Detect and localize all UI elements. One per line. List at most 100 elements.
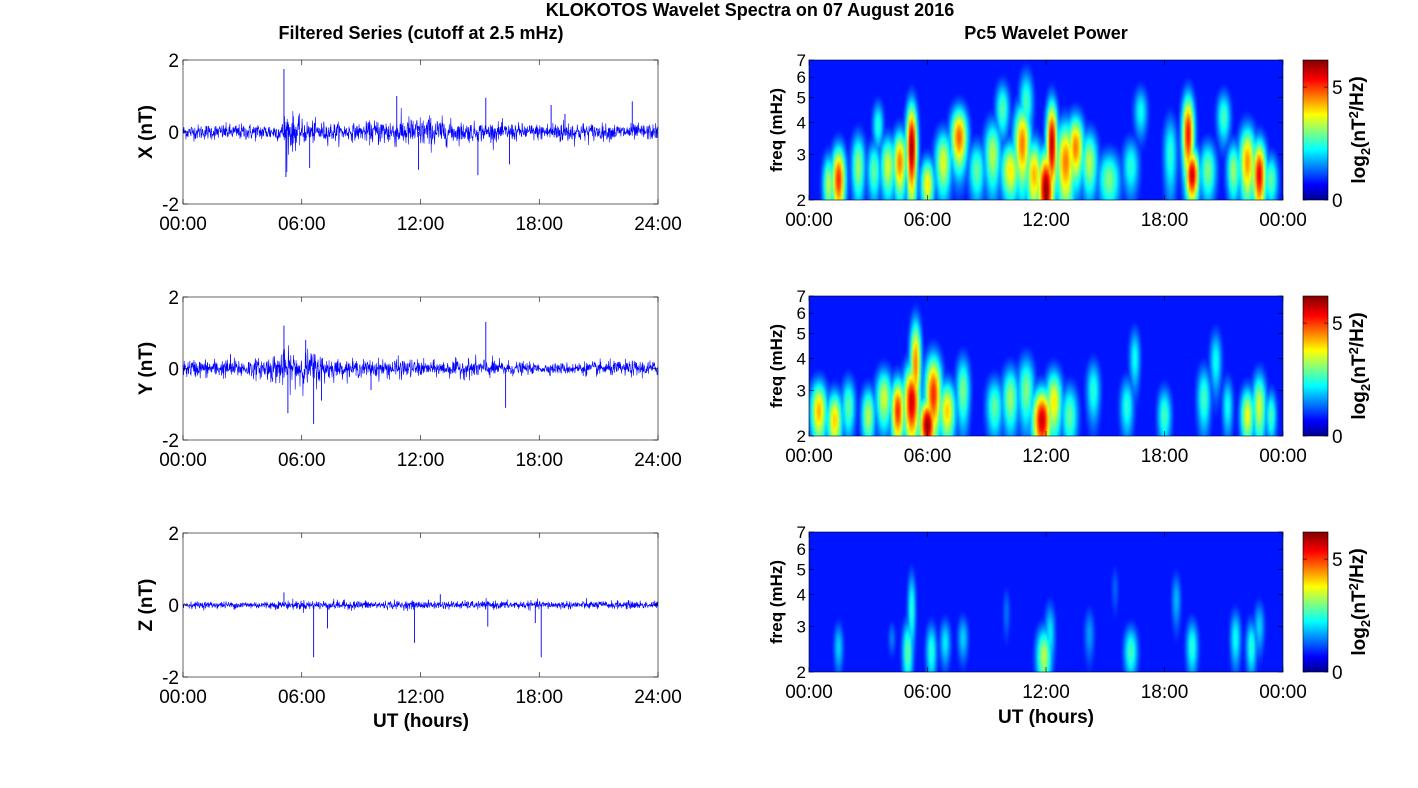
colorbar (1302, 59, 1329, 201)
y-tick-label: 2 (797, 663, 806, 682)
wavelet-power-image (809, 60, 1283, 200)
y-tick-label: 7 (797, 287, 806, 306)
colorbar-label: log2(nT2/Hz) (1346, 548, 1373, 655)
x-tick-label: 06:00 (904, 210, 952, 231)
colorbar-label-part: 2 (1346, 111, 1361, 118)
colorbar-label-part: 2 (1358, 620, 1373, 627)
y-axis-label: Y (nT) (136, 342, 157, 395)
y-tick-label: 3 (797, 382, 806, 401)
y-tick-label: 0 (168, 596, 179, 617)
y-tick-label: 2 (168, 51, 179, 72)
x-tick-label: 06:00 (278, 450, 326, 471)
x-tick-label: 24:00 (634, 214, 682, 235)
wavelet-power-image (809, 532, 1283, 672)
x-tick-label: 00:00 (1259, 210, 1307, 231)
x-tick-label: 06:00 (278, 214, 326, 235)
colorbar-label-part: log (1349, 627, 1370, 656)
colorbar-tick-label: 0 (1332, 427, 1343, 448)
x-tick-label: 18:00 (515, 214, 563, 235)
x-tick-label: 00:00 (785, 446, 833, 467)
y-tick-label: 0 (168, 360, 179, 381)
colorbar-tick-label: 5 (1332, 78, 1343, 99)
x-tick-label: 24:00 (634, 450, 682, 471)
colorbar-label-part: 2 (1346, 347, 1361, 354)
y-axis-label: freq (mHz) (767, 324, 786, 408)
y-tick-label: 4 (797, 114, 806, 133)
x-tick-label: 06:00 (904, 446, 952, 467)
x-tick-label: 00:00 (159, 214, 207, 235)
x-tick-label: 00:00 (785, 682, 833, 703)
colorbar (1302, 531, 1329, 673)
colorbar-label-part: (nT (1349, 590, 1370, 620)
right-x-axis-label: UT (hours) (998, 707, 1094, 728)
x-tick-label: 00:00 (785, 210, 833, 231)
x-tick-label: 18:00 (1141, 446, 1189, 467)
y-tick-label: 6 (797, 540, 806, 559)
colorbar-tick-label: 0 (1332, 191, 1343, 212)
colorbar-label-part: /Hz) (1347, 548, 1368, 583)
x-tick-label: 00:00 (1259, 682, 1307, 703)
x-tick-label: 12:00 (397, 687, 445, 708)
y-tick-label: 2 (797, 427, 806, 446)
x-tick-label: 00:00 (1259, 446, 1307, 467)
colorbar-label-part: 2 (1358, 384, 1373, 391)
y-tick-label: 2 (168, 288, 179, 309)
wavelet-panel-y: 2 3 4 5 67 00:00 06:00 12:00 18:00 00:00 freq (mHz… (767, 287, 1373, 467)
colorbar-label-part: /Hz) (1347, 312, 1368, 347)
y-axis-label: X (nT) (136, 105, 157, 159)
y-axis-label: freq (mHz) (767, 560, 786, 644)
y-tick-label: 7 (797, 51, 806, 70)
x-tick-label: 12:00 (1022, 682, 1070, 703)
wavelet-panel-x: 2 3 4 5 67 00:00 06:00 12:00 18:00 00:00 freq (mHz… (767, 51, 1373, 231)
x-tick-label: 06:00 (278, 687, 326, 708)
x-tick-label: 18:00 (1141, 682, 1189, 703)
x-tick-label: 00:00 (159, 687, 207, 708)
y-tick-label: 6 (797, 304, 806, 323)
x-tick-label: 06:00 (904, 682, 952, 703)
left-x-axis-label: UT (hours) (373, 711, 469, 732)
right-column-title: Pc5 Wavelet Power (964, 23, 1127, 43)
x-tick-label: 12:00 (1022, 210, 1070, 231)
colorbar-label-part: (nT (1349, 118, 1370, 148)
y-tick-label: 0 (168, 123, 179, 144)
x-tick-label: 18:00 (515, 450, 563, 471)
colorbar-label-part: log (1349, 391, 1370, 420)
left-column-title: Filtered Series (cutoff at 2.5 mHz) (278, 23, 563, 43)
y-tick-label: 4 (797, 350, 806, 369)
x-tick-label: 00:00 (159, 450, 207, 471)
y-tick-label: 4 (797, 586, 806, 605)
y-tick-label: 5 (797, 325, 806, 344)
y-tick-label: 3 (797, 618, 806, 637)
colorbar-label: log2(nT2/Hz) (1346, 312, 1373, 419)
series-line-z (182, 597, 659, 614)
y-tick-label: 5 (797, 89, 806, 108)
colorbar-label-part: (nT (1349, 354, 1370, 384)
y-tick-label: 5 (797, 561, 806, 580)
figure-title: KLOKOTOS Wavelet Spectra on 07 August 20… (546, 0, 954, 20)
x-tick-label: 12:00 (1022, 446, 1070, 467)
y-tick-label: 2 (797, 191, 806, 210)
series-line-x (182, 107, 659, 173)
y-tick-label: -2 (162, 668, 179, 689)
colorbar-label-part: 2 (1346, 583, 1361, 590)
x-tick-label: 18:00 (1141, 210, 1189, 231)
timeseries-panel-z: -2 0 2 00:00 06:00 12:00 18:00 24:00 Z (nT) (136, 524, 682, 708)
y-axis-label: Z (nT) (136, 579, 157, 632)
y-tick-label: 2 (168, 524, 179, 545)
timeseries-panel-x: -2 0 2 00:00 06:00 12:00 18:00 24:00 X (nT) (136, 51, 682, 235)
x-tick-label: 12:00 (397, 450, 445, 471)
y-axis-label: freq (mHz) (767, 88, 786, 172)
x-tick-label: 12:00 (397, 214, 445, 235)
colorbar-tick-label: 0 (1332, 663, 1343, 684)
x-tick-label: 18:00 (515, 687, 563, 708)
colorbar-label: log2(nT2/Hz) (1346, 76, 1373, 183)
colorbar-tick-label: 5 (1332, 550, 1343, 571)
wavelet-power-image (809, 296, 1283, 436)
series-line-y (182, 345, 659, 397)
y-tick-label: 3 (797, 146, 806, 165)
colorbar-label-part: /Hz) (1347, 76, 1368, 111)
y-tick-label: -2 (162, 431, 179, 452)
colorbar-label-part: 2 (1358, 148, 1373, 155)
colorbar-label-part: log (1349, 155, 1370, 184)
